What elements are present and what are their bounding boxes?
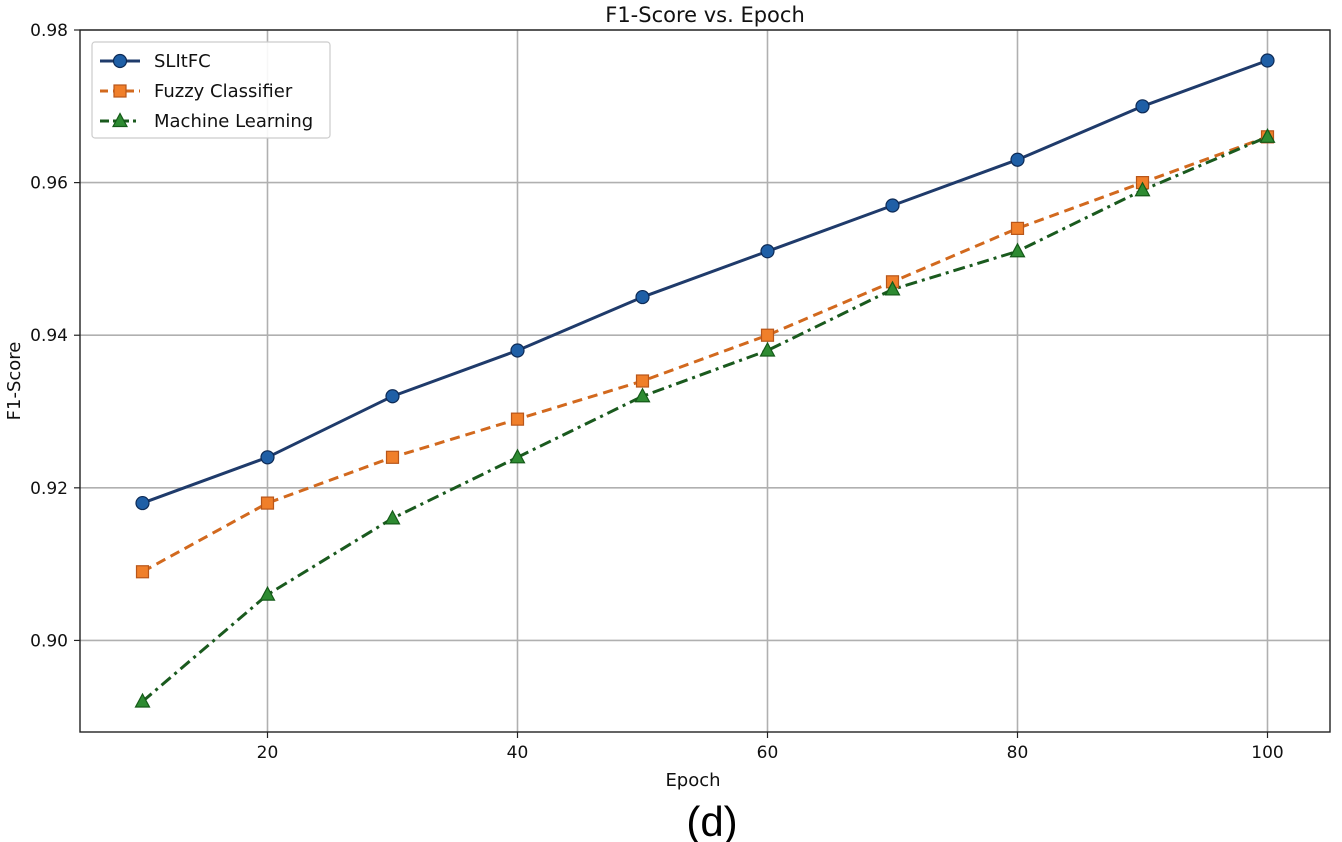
data-point-0 [260,450,275,465]
data-point-1 [635,374,650,388]
data-point-2 [1259,128,1276,143]
y-tick-label: 0.98 [30,21,68,41]
data-point-1 [1010,221,1025,235]
figure-caption: (d) [686,798,737,842]
data-point-0 [135,495,150,511]
legend-marker-0 [112,53,128,69]
legend-label-0: SLItFC [154,51,211,72]
data-point-2 [259,585,276,601]
x-tick-label: 80 [1007,743,1029,763]
data-point-0 [635,289,650,305]
axis-ticks: 20 40 60 80 100 0.90 0.92 0.94 0.96 0.98 [30,21,1284,763]
legend: SLItFC Fuzzy Classifier Machine Learning [91,41,331,139]
data-point-2 [384,509,401,525]
data-point-2 [1134,181,1151,197]
data-point-2 [759,341,776,357]
x-tick-label: 100 [1251,743,1283,763]
data-point-1 [135,565,150,579]
x-tick-label: 40 [507,743,529,763]
x-tick-label: 60 [757,743,779,763]
data-point-0 [1260,53,1275,68]
series-markers [134,53,1276,708]
data-point-0 [510,343,525,358]
data-point-0 [385,389,400,404]
x-tick-label: 20 [257,743,279,763]
legend-label-1: Fuzzy Classifier [154,81,293,102]
data-point-1 [760,328,775,342]
data-point-0 [760,244,775,259]
data-point-1 [260,496,275,510]
data-point-2 [884,280,901,296]
data-point-2 [1009,242,1026,258]
data-point-1 [385,450,400,464]
legend-box [91,41,331,139]
data-point-0 [1010,152,1025,167]
series-line-2 [141,135,1269,703]
chart-title: F1-Score vs. Epoch [605,3,805,27]
y-tick-label: 0.90 [30,631,68,651]
legend-marker-2 [111,112,129,128]
series-lines [141,59,1269,703]
series-line-1 [141,135,1269,574]
x-axis-title: Epoch [665,770,720,791]
data-point-2 [634,387,651,403]
y-tick-label: 0.92 [30,479,68,499]
data-point-2 [509,448,526,464]
y-axis-title: F1-Score [4,342,25,421]
legend-marker-1 [113,84,127,98]
series-line-0 [141,59,1269,505]
data-point-0 [1135,99,1150,114]
plot-area-frame [79,29,1331,733]
y-tick-label: 0.96 [30,174,68,194]
y-tick-label: 0.94 [30,326,68,346]
data-point-1 [510,412,525,426]
legend-label-2: Machine Learning [154,111,313,132]
data-point-2 [134,692,151,708]
data-point-0 [885,198,900,213]
